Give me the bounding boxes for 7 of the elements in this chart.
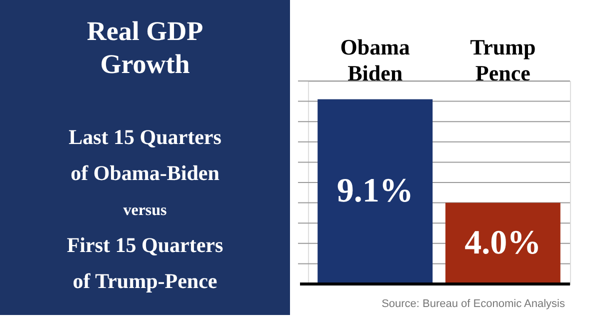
chart-title: Real GDP Growth [86,16,204,79]
data-label: 9.1% [336,172,414,210]
text: Last 15 Quarters of Obama-Biden versus First 15 Quarters of Trump-Pence [66,125,224,293]
x-tick-label: Obama Biden [340,34,410,86]
source-note: Source: Bureau of Economic Analysis [382,298,566,310]
data-label: 4.0% [464,224,542,262]
x-tick-label: Trump Pence [470,34,536,86]
